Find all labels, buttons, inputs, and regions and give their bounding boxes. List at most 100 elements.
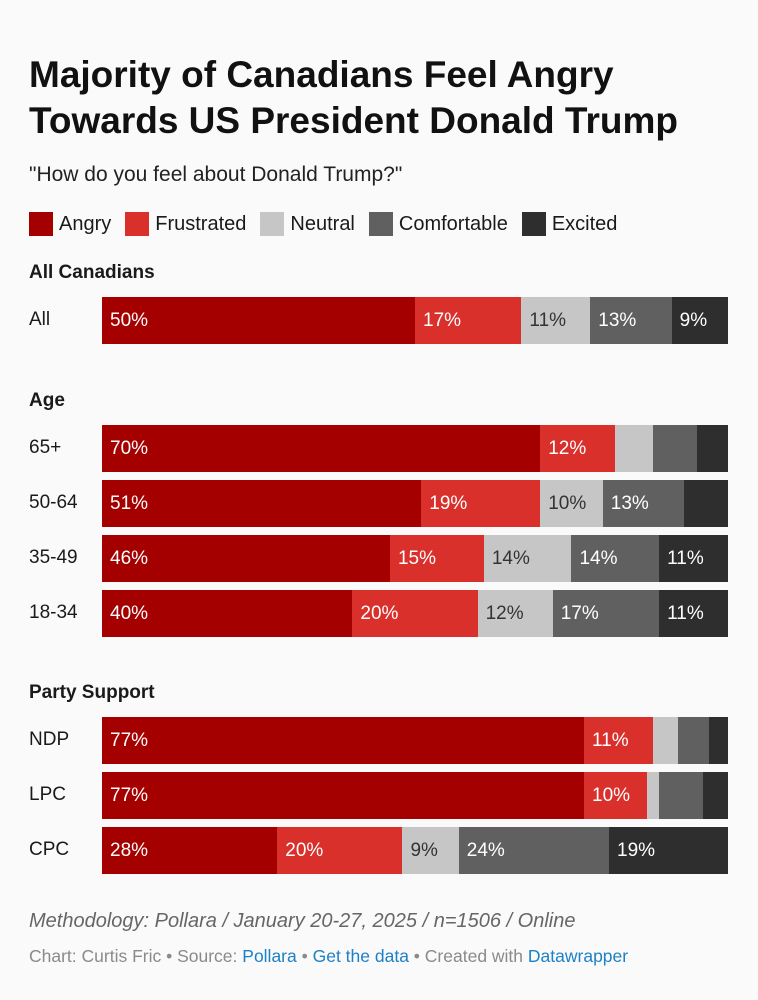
legend-label: Angry [59, 212, 112, 235]
data-label: 20% [285, 839, 324, 861]
stacked-bar: 77% 10% [102, 772, 728, 819]
bar-segment-angry: 28% [102, 827, 278, 874]
bar-segment-comfortable [652, 425, 697, 472]
legend: Angry Frustrated Neutral Comfortable Excited [29, 212, 631, 236]
legend-swatch [368, 212, 393, 236]
bar-segment-angry: 40% [102, 590, 353, 637]
data-label: 15% [397, 547, 436, 569]
data-label: 17% [423, 309, 462, 331]
bar-segment-frustrated: 15% [389, 535, 484, 582]
get-data-link[interactable]: Get the data [312, 946, 409, 966]
data-label: 11% [667, 547, 704, 569]
bar-segment-excited: 11% [659, 590, 728, 637]
bar-segment-comfortable: 24% [458, 827, 610, 874]
data-label: 9% [410, 839, 438, 861]
bar-segment-frustrated: 12% [540, 425, 616, 472]
data-label: 40% [110, 602, 149, 624]
bar-segment-frustrated: 10% [584, 772, 647, 819]
legend-label: Frustrated [155, 212, 247, 235]
legend-item-excited: Excited [521, 212, 618, 236]
data-label: 17% [560, 602, 599, 624]
row-label: NDP [29, 729, 70, 750]
row-label: LPC [29, 784, 66, 805]
legend-label: Excited [551, 212, 618, 235]
data-label: 12% [548, 437, 587, 459]
bar-segment-excited: 11% [659, 535, 728, 582]
bar-segment-frustrated: 20% [277, 827, 403, 874]
row-label: CPC [29, 839, 70, 860]
separator: • [296, 946, 313, 966]
data-label: 70% [110, 437, 149, 459]
bar-segment-frustrated: 17% [415, 297, 522, 344]
bar-segment-comfortable: 14% [571, 535, 660, 582]
bar-segment-comfortable [677, 717, 710, 764]
data-label: 24% [466, 839, 505, 861]
bar-segment-angry: 70% [102, 425, 541, 472]
legend-item-comfortable: Comfortable [368, 212, 508, 236]
bar-segment-neutral: 10% [540, 480, 603, 527]
bar-segment-comfortable [659, 772, 703, 819]
data-label: 12% [485, 602, 524, 624]
row-label: 18-34 [29, 602, 78, 623]
data-label: 11% [667, 602, 704, 624]
chart-subtitle: "How do you feel about Donald Trump?" [29, 163, 403, 186]
legend-item-frustrated: Frustrated [125, 212, 246, 236]
bar-segment-neutral: 12% [477, 590, 553, 637]
data-label: 13% [610, 492, 649, 514]
stacked-bar: 46% 15% 14% 14% 11% [102, 535, 728, 582]
stacked-bar: 40% 20% 12% 17% 11% [102, 590, 728, 637]
created-with-text: • Created with [408, 946, 528, 966]
bar-segment-excited [696, 425, 728, 472]
bar-segment-angry: 77% [102, 717, 585, 764]
bar-segment-angry: 50% [102, 297, 415, 344]
bar-segment-neutral [646, 772, 660, 819]
data-label: 28% [110, 839, 149, 861]
data-label: 11% [529, 309, 567, 331]
legend-item-neutral: Neutral [260, 212, 355, 236]
datawrapper-link[interactable]: Datawrapper [527, 946, 629, 966]
data-label: 46% [110, 547, 149, 569]
source-link[interactable]: Pollara [242, 946, 297, 966]
row-label: 50-64 [29, 492, 78, 513]
bar-segment-excited [709, 717, 728, 764]
bar-segment-excited: 9% [671, 297, 728, 344]
data-label: 14% [579, 547, 618, 569]
legend-label: Comfortable [398, 212, 508, 235]
data-label: 20% [360, 602, 399, 624]
bar-segment-neutral [615, 425, 653, 472]
group-header: Party Support [29, 682, 155, 703]
data-label: 19% [429, 492, 468, 514]
credit-text: Chart: Curtis Fric • Source: [29, 946, 243, 966]
data-label: 19% [617, 839, 656, 861]
bar-segment-frustrated: 20% [352, 590, 478, 637]
data-label: 10% [592, 784, 631, 806]
bar-segment-excited: 19% [609, 827, 728, 874]
legend-swatch [29, 212, 53, 236]
bar-segment-angry: 51% [102, 480, 422, 527]
stacked-bar: 51% 19% 10% 13% [102, 480, 728, 527]
data-label: 9% [679, 309, 708, 331]
bar-segment-frustrated: 11% [584, 717, 653, 764]
bar-segment-excited [684, 480, 728, 527]
legend-swatch [521, 212, 546, 236]
row-label: All [29, 309, 51, 330]
bar-segment-neutral: 9% [402, 827, 459, 874]
stacked-bar: 70% 12% [102, 425, 728, 472]
bar-segment-comfortable: 13% [590, 297, 672, 344]
data-label: 77% [110, 729, 149, 751]
data-label: 14% [491, 547, 530, 569]
bar-segment-neutral: 14% [483, 535, 572, 582]
stacked-bar: 28% 20% 9% 24% 19% [102, 827, 728, 874]
data-label: 51% [110, 492, 149, 514]
data-label: 50% [110, 309, 149, 331]
legend-item-angry: Angry [29, 212, 111, 236]
row-label: 65+ [29, 437, 62, 458]
bar-segment-angry: 46% [102, 535, 390, 582]
group-header: Age [29, 390, 65, 411]
bar-segment-frustrated: 19% [421, 480, 541, 527]
bar-segment-angry: 77% [102, 772, 585, 819]
data-label: 11% [592, 729, 629, 751]
stacked-bar: 50% 17% 11% 13% 9% [102, 297, 728, 344]
bar-segment-comfortable: 13% [602, 480, 685, 527]
